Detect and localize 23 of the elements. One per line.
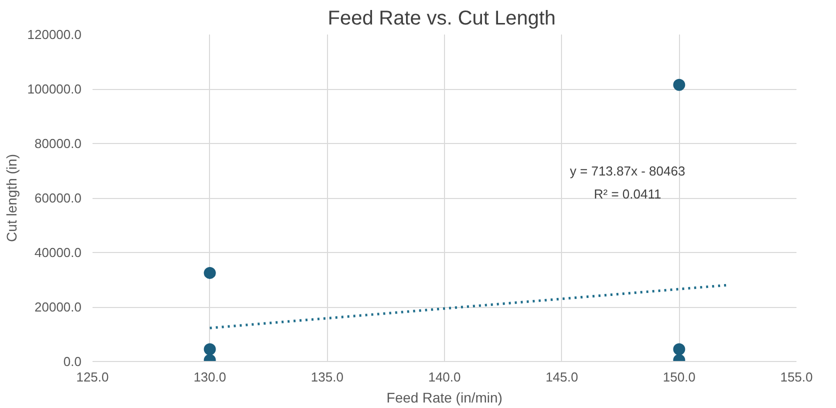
annotation: R² = 0.0411 (594, 186, 662, 202)
y-tick-label: 40000.0 (34, 245, 82, 260)
x-tick-label: 125.0 (76, 370, 109, 384)
x-tick-label: 155.0 (780, 370, 813, 384)
point (673, 343, 686, 356)
y-tick-label: 100000.0 (27, 82, 82, 96)
chart-title: Feed Rate vs. Cut Length (328, 8, 556, 30)
y-tick-label: 60000.0 (34, 190, 82, 206)
y-tick-label: 120000.0 (27, 27, 82, 42)
point (673, 78, 686, 91)
x-tick-label: 135.0 (310, 370, 344, 384)
point (204, 266, 216, 279)
x-tick-label: 130.0 (194, 370, 226, 384)
x-tick-label: 150.0 (662, 370, 696, 384)
y-axis-title: Cut length (in) (3, 154, 20, 242)
x-tick-label: 145.0 (546, 370, 578, 384)
x-tick-label: 140.0 (428, 370, 461, 384)
y-tick-label: 0.0 (63, 354, 82, 369)
y-tick-label: 20000.0 (34, 300, 82, 314)
annotation: y = 713.87x - 80463 (570, 163, 686, 178)
point (204, 343, 216, 356)
x-axis-title: Feed Rate (in/min) (386, 390, 502, 406)
y-tick-label: 80000.0 (34, 136, 82, 151)
